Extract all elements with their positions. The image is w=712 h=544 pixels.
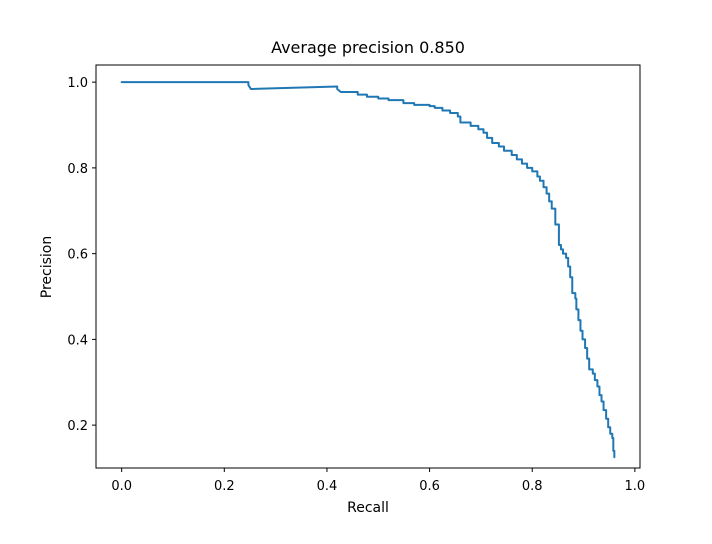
y-tick-label: 0.4	[67, 333, 88, 348]
chart-title: Average precision 0.850	[271, 38, 465, 57]
y-tick-label: 0.8	[67, 162, 88, 177]
x-tick-label: 1.0	[625, 479, 646, 494]
x-tick-label: 0.8	[522, 479, 543, 494]
y-tick-label: 0.6	[67, 248, 88, 263]
x-axis-ticks: 0.0 0.2 0.4 0.6 0.8 1.0	[111, 468, 645, 494]
y-tick-label: 0.2	[67, 419, 88, 434]
precision-recall-curve	[120, 81, 616, 459]
x-tick-label: 0.4	[317, 479, 338, 494]
y-tick-label: 1.0	[67, 76, 88, 91]
y-axis-ticks: 0.2 0.4 0.6 0.8 1.0	[67, 76, 96, 434]
x-tick-label: 0.6	[419, 479, 440, 494]
y-axis-label: Precision	[39, 236, 55, 298]
x-tick-label: 0.2	[214, 479, 235, 494]
plot-area-frame	[95, 64, 641, 469]
x-tick-label: 0.0	[111, 479, 132, 494]
x-axis-label: Recall	[347, 500, 389, 516]
